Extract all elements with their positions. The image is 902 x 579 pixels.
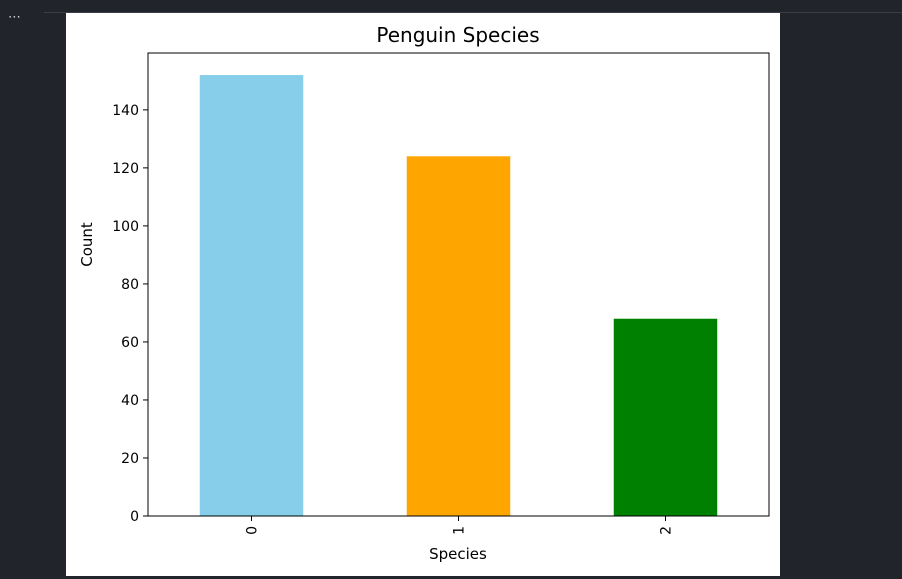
bar-1: [406, 156, 511, 516]
y-axis-ticks: 0 20 40 60 80 100 120 140: [112, 103, 148, 525]
side-panel: [780, 13, 902, 579]
y-tick-label: 60: [121, 335, 139, 351]
bars-group: [199, 75, 718, 517]
y-tick-label: 140: [112, 103, 139, 119]
bar-0: [199, 75, 304, 517]
cell-top-border: [44, 0, 902, 13]
x-axis-label: Species: [429, 545, 487, 563]
x-tick-label: 0: [245, 526, 261, 535]
y-tick-label: 20: [121, 451, 139, 467]
x-tick-label: 2: [659, 526, 675, 535]
x-tick-label: 1: [452, 526, 468, 535]
y-axis-label: Count: [78, 222, 96, 267]
chart-title: Penguin Species: [376, 23, 539, 47]
y-tick-label: 120: [112, 161, 139, 177]
y-tick-label: 80: [121, 277, 139, 293]
bar-chart: Penguin Species 0 20 40 60 80 100 120 140 0 1 2 C…: [78, 23, 770, 563]
bar-2: [613, 318, 718, 516]
plot-frame: [147, 52, 770, 517]
cell-collapse-button[interactable]: ⋯: [8, 10, 22, 25]
y-tick-label: 0: [130, 509, 139, 525]
y-tick-label: 40: [121, 393, 139, 409]
y-tick-label: 100: [112, 219, 139, 235]
cell-output-area: Penguin Species 0 20 40 60 80 100 120 140 0 1 2 C…: [66, 13, 780, 576]
x-axis-ticks: 0 1 2: [245, 516, 675, 535]
